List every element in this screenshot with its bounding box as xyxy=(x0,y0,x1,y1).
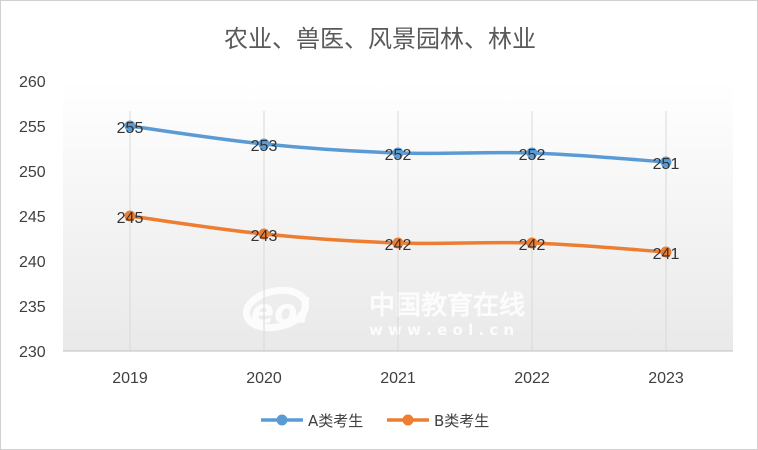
data-point[interactable] xyxy=(526,237,538,249)
data-label: 253 xyxy=(251,138,278,155)
data-label: 243 xyxy=(251,228,278,245)
watermark-logo: eol xyxy=(251,292,310,332)
y-tick-label: 255 xyxy=(19,119,46,136)
data-labels: 255 253 252 252 251 245 243 242 242 241 xyxy=(117,120,680,263)
x-axis: 2019 2020 2021 2022 2023 xyxy=(63,350,733,387)
eol-watermark: eol 中国教育在线 w w w . e o l . c n xyxy=(242,286,525,339)
y-tick-label: 245 xyxy=(19,209,46,226)
x-tick-label: 2022 xyxy=(514,370,550,387)
data-point[interactable] xyxy=(124,120,136,132)
data-label: 255 xyxy=(117,120,144,137)
x-tick-label: 2020 xyxy=(246,370,282,387)
legend-label-0[interactable]: A类考生 xyxy=(308,412,363,430)
chart-title: 农业、兽医、风景园林、林业 xyxy=(224,25,536,53)
data-point[interactable] xyxy=(124,210,136,222)
legend: A类考生 B类考生 xyxy=(261,412,489,430)
data-point[interactable] xyxy=(392,147,404,159)
data-point[interactable] xyxy=(258,138,270,150)
series-group xyxy=(124,120,672,258)
data-point[interactable] xyxy=(526,147,538,159)
data-point[interactable] xyxy=(392,237,404,249)
data-point[interactable] xyxy=(660,246,672,258)
x-tick-label: 2019 xyxy=(112,370,148,387)
x-tick-label: 2021 xyxy=(380,370,416,387)
y-tick-label: 240 xyxy=(19,254,46,271)
y-tick-label: 250 xyxy=(19,164,46,181)
data-point[interactable] xyxy=(258,228,270,240)
legend-marker-0 xyxy=(276,414,288,426)
legend-label-1[interactable]: B类考生 xyxy=(434,412,489,430)
y-tick-label: 260 xyxy=(19,74,46,91)
data-label: 251 xyxy=(653,156,680,173)
x-tick-label: 2023 xyxy=(648,370,684,387)
y-tick-label: 235 xyxy=(19,299,46,316)
y-axis: 230 235 240 245 250 255 260 xyxy=(19,74,46,361)
watermark-url: w w w . e o l . c n xyxy=(369,321,514,339)
watermark-name: 中国教育在线 xyxy=(369,290,525,321)
data-label: 242 xyxy=(385,237,412,254)
y-tick-label: 230 xyxy=(19,344,46,361)
data-point[interactable] xyxy=(660,156,672,168)
legend-marker-1 xyxy=(402,414,414,426)
data-label: 242 xyxy=(519,237,546,254)
data-label: 245 xyxy=(117,210,144,227)
data-label: 241 xyxy=(653,246,680,263)
data-label: 252 xyxy=(385,147,412,164)
data-label: 252 xyxy=(519,147,546,164)
